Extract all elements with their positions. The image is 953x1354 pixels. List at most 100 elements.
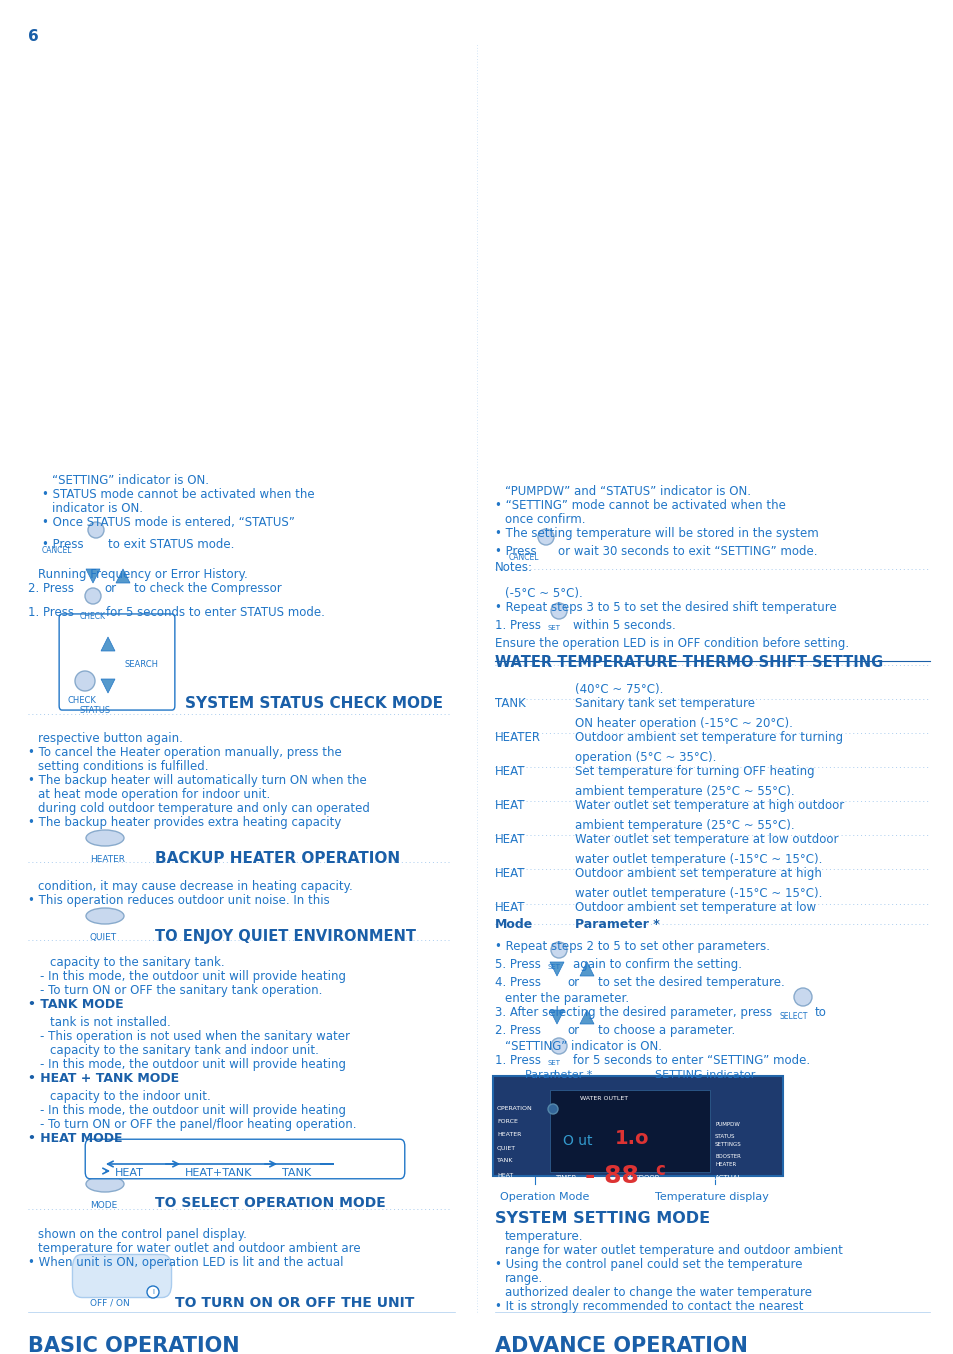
Text: for 5 seconds to enter “SETTING” mode.: for 5 seconds to enter “SETTING” mode. <box>573 1053 809 1067</box>
Text: CANCEL: CANCEL <box>42 546 72 555</box>
Text: OFF / ON: OFF / ON <box>90 1298 130 1308</box>
Text: 1. Press: 1. Press <box>495 619 540 632</box>
Text: to: to <box>814 1006 826 1020</box>
Polygon shape <box>101 636 115 651</box>
Text: 3. After selecting the desired parameter, press: 3. After selecting the desired parameter… <box>495 1006 771 1020</box>
Text: • Repeat steps 3 to 5 to set the desired shift temperature: • Repeat steps 3 to 5 to set the desired… <box>495 601 836 613</box>
Text: temperature.: temperature. <box>504 1229 583 1243</box>
Text: operation (5°C ~ 35°C).: operation (5°C ~ 35°C). <box>575 751 716 764</box>
Text: OUTDOOR: OUTDOOR <box>624 1175 659 1181</box>
Text: HEAT: HEAT <box>495 833 525 846</box>
Ellipse shape <box>147 1286 159 1298</box>
Polygon shape <box>579 961 594 976</box>
Text: STATUS: STATUS <box>80 705 111 715</box>
Text: MODE: MODE <box>90 1201 117 1210</box>
Text: • To cancel the Heater operation manually, press the: • To cancel the Heater operation manuall… <box>28 746 341 760</box>
Polygon shape <box>116 569 130 584</box>
Text: setting conditions is fulfilled.: setting conditions is fulfilled. <box>38 760 209 773</box>
Polygon shape <box>579 1010 594 1024</box>
Text: once confirm.: once confirm. <box>504 513 585 525</box>
Text: Parameter *: Parameter * <box>524 1070 592 1080</box>
Text: TANK: TANK <box>495 697 525 709</box>
Text: 2. Press: 2. Press <box>28 582 74 594</box>
Text: STATUS: STATUS <box>714 1135 735 1139</box>
Text: • TANK MODE: • TANK MODE <box>28 998 124 1011</box>
Text: (40°C ~ 75°C).: (40°C ~ 75°C). <box>575 682 662 696</box>
Text: OPERATION: OPERATION <box>497 1106 532 1112</box>
Text: SYSTEM SETTING MODE: SYSTEM SETTING MODE <box>495 1210 709 1225</box>
Text: HEAT: HEAT <box>495 900 525 914</box>
Text: Running Frequency or Error History.: Running Frequency or Error History. <box>38 567 248 581</box>
Text: Set temperature for turning OFF heating: Set temperature for turning OFF heating <box>575 765 814 779</box>
Text: at heat mode operation for indoor unit.: at heat mode operation for indoor unit. <box>38 788 270 802</box>
Text: HEAT+TANK: HEAT+TANK <box>185 1169 253 1178</box>
Text: - To turn ON or OFF the panel/floor heating operation.: - To turn ON or OFF the panel/floor heat… <box>40 1118 356 1131</box>
Text: or: or <box>566 1024 578 1037</box>
Ellipse shape <box>86 1177 124 1192</box>
Text: capacity to the indoor unit.: capacity to the indoor unit. <box>50 1090 211 1104</box>
Text: - In this mode, the outdoor unit will provide heating: - In this mode, the outdoor unit will pr… <box>40 1057 346 1071</box>
Text: - In this mode, the outdoor unit will provide heating: - In this mode, the outdoor unit will pr… <box>40 1104 346 1117</box>
Polygon shape <box>550 1010 563 1024</box>
Text: TO TURN ON OR OFF THE UNIT: TO TURN ON OR OFF THE UNIT <box>174 1296 414 1311</box>
Text: • The backup heater will automatically turn ON when the: • The backup heater will automatically t… <box>28 774 366 787</box>
Text: capacity to the sanitary tank and indoor unit.: capacity to the sanitary tank and indoor… <box>50 1044 318 1057</box>
Text: tank is not installed.: tank is not installed. <box>50 1016 171 1029</box>
Text: HEATER: HEATER <box>495 731 540 743</box>
Text: HEATER: HEATER <box>714 1162 736 1167</box>
Text: • The backup heater provides extra heating capacity: • The backup heater provides extra heati… <box>28 816 341 829</box>
Text: TIMER: TIMER <box>555 1175 576 1181</box>
Text: HEAT: HEAT <box>495 765 525 779</box>
Text: HEAT: HEAT <box>495 799 525 812</box>
Text: SYSTEM STATUS CHECK MODE: SYSTEM STATUS CHECK MODE <box>185 696 442 711</box>
Text: ACTUAL: ACTUAL <box>714 1175 741 1181</box>
Text: - In this mode, the outdoor unit will provide heating: - In this mode, the outdoor unit will pr… <box>40 969 346 983</box>
Text: 2. Press: 2. Press <box>495 1024 540 1037</box>
Text: 1.o: 1.o <box>615 1129 649 1148</box>
Text: enter the parameter.: enter the parameter. <box>504 992 628 1005</box>
Text: BOOSTER: BOOSTER <box>714 1154 740 1159</box>
Text: authorized dealer to change the water temperature: authorized dealer to change the water te… <box>504 1286 811 1298</box>
Text: to choose a parameter.: to choose a parameter. <box>598 1024 735 1037</box>
Text: condition, it may cause decrease in heating capacity.: condition, it may cause decrease in heat… <box>38 880 353 894</box>
Text: HEAT: HEAT <box>497 1173 513 1178</box>
Text: QUIET: QUIET <box>497 1145 516 1150</box>
Text: or: or <box>104 582 116 594</box>
Text: O ut: O ut <box>562 1135 592 1148</box>
Ellipse shape <box>551 603 566 619</box>
Text: SETTINGS: SETTINGS <box>714 1141 741 1147</box>
Text: SET: SET <box>547 964 560 969</box>
Text: or wait 30 seconds to exit “SETTING” mode.: or wait 30 seconds to exit “SETTING” mod… <box>558 546 817 558</box>
Ellipse shape <box>547 1104 558 1114</box>
Text: WATER OUTLET: WATER OUTLET <box>579 1095 627 1101</box>
Text: I: I <box>152 1289 153 1294</box>
Text: (-5°C ~ 5°C).: (-5°C ~ 5°C). <box>504 588 582 600</box>
Text: c: c <box>655 1160 664 1179</box>
Text: FORCE: FORCE <box>497 1118 517 1124</box>
Text: range.: range. <box>504 1271 542 1285</box>
Polygon shape <box>550 961 563 976</box>
Text: Water outlet set temperature at high outdoor: Water outlet set temperature at high out… <box>575 799 843 812</box>
Text: shown on the control panel display.: shown on the control panel display. <box>38 1228 247 1242</box>
FancyBboxPatch shape <box>85 1139 404 1179</box>
Text: CHECK: CHECK <box>80 612 106 621</box>
Text: Temperature display: Temperature display <box>655 1192 768 1202</box>
Polygon shape <box>86 569 100 584</box>
Text: • Once STATUS mode is entered, “STATUS”: • Once STATUS mode is entered, “STATUS” <box>42 516 294 529</box>
Text: SEARCH: SEARCH <box>125 659 159 669</box>
Ellipse shape <box>86 909 124 923</box>
Text: “PUMPDW” and “STATUS” indicator is ON.: “PUMPDW” and “STATUS” indicator is ON. <box>504 485 750 498</box>
Text: Parameter *: Parameter * <box>575 918 659 932</box>
Text: WATER TEMPERATURE THERMO SHIFT SETTING: WATER TEMPERATURE THERMO SHIFT SETTING <box>495 655 882 670</box>
Text: BASIC OPERATION: BASIC OPERATION <box>28 1336 239 1354</box>
Text: • Press: • Press <box>495 546 536 558</box>
Text: • When unit is ON, operation LED is lit and the actual: • When unit is ON, operation LED is lit … <box>28 1257 343 1269</box>
Text: “SETTING” indicator is ON.: “SETTING” indicator is ON. <box>52 474 209 487</box>
Text: range for water outlet temperature and outdoor ambient: range for water outlet temperature and o… <box>504 1244 842 1257</box>
Text: Notes:: Notes: <box>495 561 533 574</box>
Text: to exit STATUS mode.: to exit STATUS mode. <box>108 538 234 551</box>
Text: 1. Press: 1. Press <box>495 1053 540 1067</box>
Text: • Press: • Press <box>42 538 84 551</box>
Text: respective button again.: respective button again. <box>38 733 183 745</box>
Ellipse shape <box>86 830 124 846</box>
